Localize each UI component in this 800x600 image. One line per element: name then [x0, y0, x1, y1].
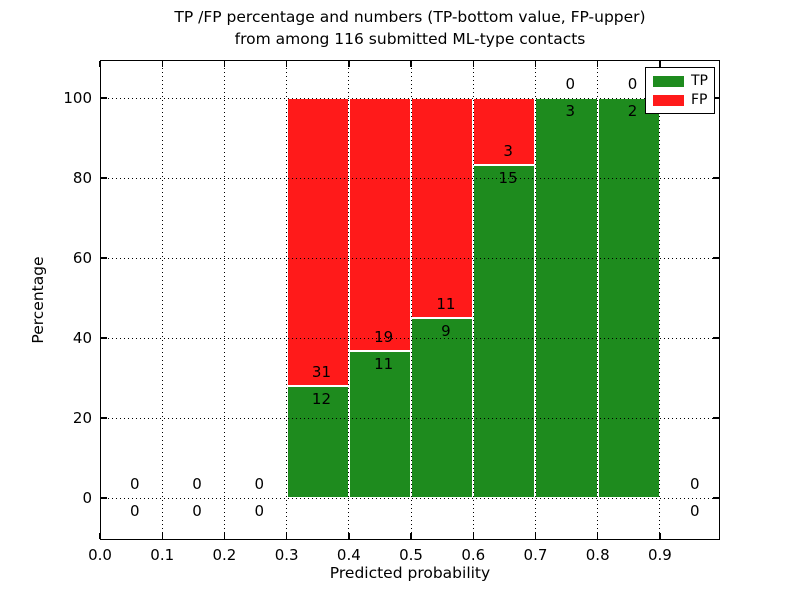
x-tick-label: 0.2	[212, 546, 237, 564]
legend-label-fp: FP	[691, 92, 708, 108]
y-tick-label: 100	[63, 89, 92, 107]
x-tick-label: 0.4	[336, 546, 361, 564]
y-tick-label: 60	[72, 249, 92, 267]
x-axis-label: Predicted probability	[329, 564, 491, 582]
x-tick-label: 0.6	[461, 546, 486, 564]
x-tick-label: 0.7	[523, 546, 548, 564]
tp-color-swatch-icon	[653, 75, 684, 87]
chart-title-line1: TP /FP percentage and numbers (TP-bottom…	[174, 8, 646, 26]
y-tick-label: 80	[72, 169, 92, 187]
x-tick-label: 0.3	[274, 546, 299, 564]
chart-title-line2: from among 116 submitted ML-type contact…	[234, 30, 586, 48]
x-tick-label: 0.8	[585, 546, 610, 564]
plot-area	[100, 60, 720, 540]
x-tick-label: 0.1	[150, 546, 175, 564]
y-tick-label: 0	[82, 489, 92, 507]
x-tick-label: 0.5	[399, 546, 423, 564]
legend: TP FP	[645, 67, 715, 114]
x-tick-label: 0.9	[647, 546, 672, 564]
x-tick-label: 0.0	[88, 546, 112, 564]
y-tick-label: 40	[72, 329, 92, 347]
legend-item-fp: FP	[653, 93, 714, 107]
legend-item-tp: TP	[653, 74, 714, 88]
y-tick-label: 20	[72, 409, 92, 427]
y-axis-label: Percentage	[29, 256, 47, 344]
legend-label-tp: TP	[691, 73, 708, 89]
chart-title: TP /FP percentage and numbers (TP-bottom…	[100, 6, 720, 50]
fp-color-swatch-icon	[653, 94, 684, 106]
